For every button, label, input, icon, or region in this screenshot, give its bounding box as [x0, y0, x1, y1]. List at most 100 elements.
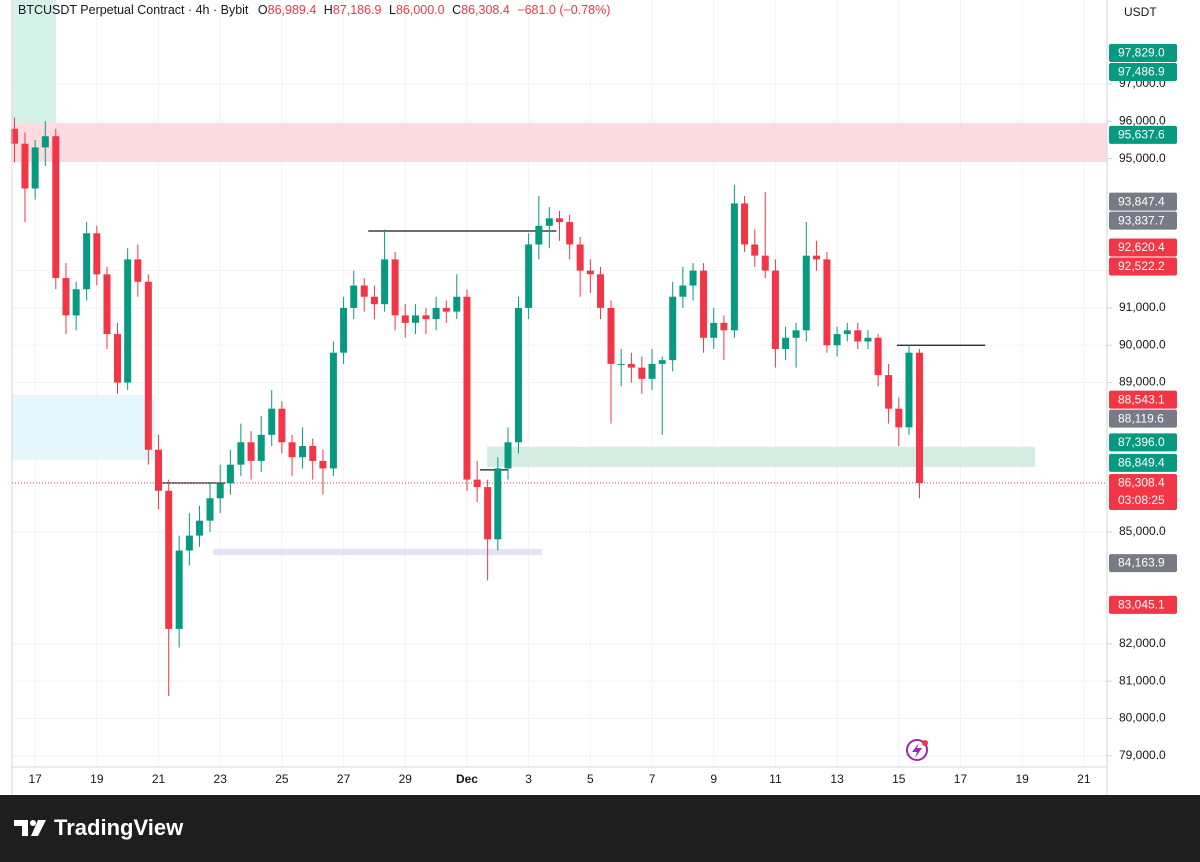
x-tick-label: 19 — [90, 772, 104, 786]
candle-body — [52, 136, 60, 279]
price-label-box — [1109, 63, 1177, 82]
x-tick-label: Dec — [456, 772, 478, 786]
x-tick-label: 7 — [649, 772, 656, 786]
candle-body — [833, 334, 841, 346]
candle-body — [823, 259, 831, 346]
candle-body — [895, 408, 903, 428]
price-label: 86,849.4 — [1118, 456, 1165, 470]
candle-body — [535, 225, 543, 245]
price-label-box — [1109, 390, 1177, 409]
candle-body — [658, 360, 666, 364]
zone — [12, 394, 156, 460]
x-tick-label: 3 — [525, 772, 532, 786]
x-tick-label: 11 — [769, 772, 782, 786]
price-label-box — [1109, 192, 1177, 211]
candle-body — [185, 535, 193, 551]
price-label: 95,637.6 — [1118, 127, 1165, 141]
axes: 79,000.0 80,000.0 81,000.0 82,000.0 85,000.0… — [11, 0, 1166, 795]
candle-body — [463, 296, 471, 480]
candle-body — [679, 285, 687, 297]
candle-body — [350, 285, 358, 308]
o-key: O — [258, 3, 268, 17]
candle-body — [761, 255, 769, 271]
zone — [12, 0, 57, 123]
candle-body — [442, 307, 450, 312]
o-val: 86,989.4 — [268, 3, 317, 17]
x-tick-label: 23 — [214, 772, 228, 786]
candle-body — [648, 363, 656, 379]
alert-dot — [922, 740, 928, 746]
candle-body — [247, 442, 255, 461]
brand: TradingView — [54, 815, 184, 840]
candle-body — [299, 446, 307, 458]
logo-slash — [31, 820, 46, 836]
y-tick-label: 79,000.0 — [1119, 748, 1166, 762]
candle-body — [381, 259, 389, 305]
candle-body — [915, 352, 923, 484]
candle-body — [514, 307, 522, 443]
countdown: 03:08:25 — [1118, 493, 1165, 507]
candle-body — [340, 307, 348, 353]
candle-body — [473, 479, 481, 488]
candle-body — [360, 285, 368, 297]
candle-body — [751, 244, 759, 256]
price-label: 97,829.0 — [1118, 46, 1165, 60]
price-label-box — [1109, 595, 1177, 614]
alert-ring — [906, 739, 928, 761]
candle-body — [843, 330, 851, 335]
candle-body — [62, 278, 70, 316]
candle-body — [103, 274, 111, 335]
candle-body — [802, 255, 810, 331]
h-key: H — [324, 3, 333, 17]
candle-body — [288, 442, 296, 458]
candle-body — [206, 498, 214, 521]
x-tick-label: 9 — [710, 772, 717, 786]
footer — [0, 795, 1200, 862]
candle-body — [411, 315, 419, 323]
c-val: 86,308.4 — [461, 3, 510, 17]
candle-body — [525, 244, 533, 308]
legend-header: BTCUSDT Perpetual Contract · 4h · Bybit … — [18, 3, 610, 17]
price-label: 93,847.4 — [1118, 194, 1165, 208]
candle-body — [237, 442, 245, 465]
candle-body — [329, 352, 337, 469]
alert-bolt — [912, 743, 922, 758]
alert-icon[interactable] — [906, 739, 928, 761]
x-tick-label: 25 — [275, 772, 289, 786]
candle-body — [216, 483, 224, 499]
candle-body — [21, 143, 29, 189]
y-tick-label: 89,000.0 — [1119, 375, 1166, 389]
candle-body — [617, 363, 625, 365]
price-label-box — [1109, 257, 1177, 276]
currency: USDT — [1124, 5, 1157, 19]
candle-body — [730, 203, 738, 331]
candle-body — [905, 352, 913, 428]
candle-body — [771, 270, 779, 349]
header: BTCUSDT Perpetual Contract · 4h · Bybit … — [18, 3, 610, 17]
candle-body — [556, 218, 563, 223]
candle-body — [144, 281, 152, 450]
y-tick-label: 90,000.0 — [1119, 337, 1166, 351]
price-label: 86,308.4 — [1118, 476, 1165, 490]
candle-body — [401, 315, 409, 323]
candle-body — [545, 218, 553, 226]
price-label: 92,620.4 — [1118, 240, 1165, 254]
candle-body — [175, 550, 183, 629]
candle-body — [566, 222, 574, 245]
candle-body — [83, 233, 91, 290]
candle-body — [782, 337, 790, 349]
price-label: 93,837.7 — [1118, 213, 1165, 227]
y-tick-label: 96,000.0 — [1119, 113, 1166, 127]
candle-body — [422, 315, 430, 320]
candle-body — [432, 307, 440, 320]
candle-body — [155, 449, 163, 491]
y-tick-label: 95,000.0 — [1119, 151, 1166, 165]
x-tick-label: 29 — [399, 772, 413, 786]
candle-body — [864, 337, 872, 342]
candle-body — [689, 270, 697, 286]
candles — [10, 117, 923, 697]
price-label-box — [1109, 433, 1177, 452]
candle-body — [874, 337, 882, 376]
price-label-box — [1109, 453, 1177, 472]
